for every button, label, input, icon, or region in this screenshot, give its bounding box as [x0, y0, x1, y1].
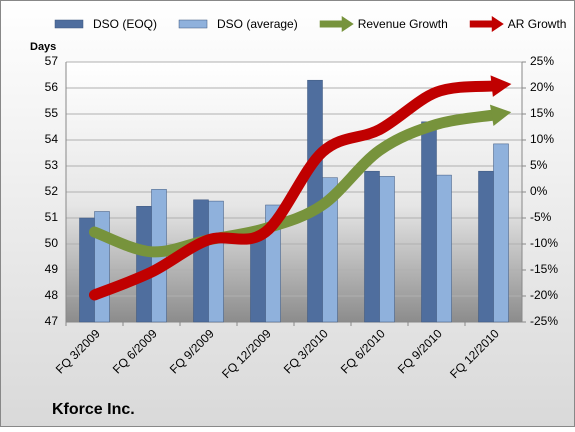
line [89, 80, 499, 301]
y2-tick-label: -5% [530, 210, 552, 224]
arrowhead [489, 104, 512, 126]
legend-arrow [491, 16, 504, 32]
y2-tick-label: -25% [530, 314, 558, 328]
bar [421, 121, 437, 323]
arrowhead [490, 75, 512, 97]
y2-tick-label: -15% [530, 262, 558, 276]
y-tick-label: 53 [45, 158, 59, 172]
y-tick-label: 54 [45, 132, 59, 146]
y2-tick-label: 0% [530, 184, 548, 198]
y-tick-label: 51 [45, 210, 59, 224]
bar [136, 206, 152, 323]
y2-tick-label: -10% [530, 236, 558, 250]
legend-label: DSO (EOQ) [93, 17, 157, 31]
legend: DSO (EOQ) DSO (average) Revenue Growth AR G… [54, 16, 567, 32]
bar [193, 199, 209, 323]
legend-arrow [341, 16, 354, 32]
footer: Kforce Inc. [52, 401, 135, 418]
y-tick-label: 49 [45, 262, 59, 276]
y-tick-label: 52 [45, 184, 59, 198]
bar [208, 200, 224, 323]
bar [250, 233, 266, 323]
y2-tick-label: -20% [530, 288, 558, 302]
y-tick-label: 48 [45, 288, 59, 302]
y-tick-label: 55 [45, 106, 59, 120]
y2-tick-label: 10% [530, 132, 554, 146]
legend-swatch [54, 19, 84, 29]
bar [379, 176, 395, 323]
bar [322, 177, 338, 323]
line [89, 109, 499, 258]
bar [364, 170, 380, 323]
y-tick-label: 47 [45, 314, 59, 328]
legend-swatch [178, 19, 208, 29]
y2-tick-label: 15% [530, 106, 554, 120]
bar [478, 170, 494, 323]
legend-label: DSO (average) [217, 17, 298, 31]
legend-label: Revenue Growth [358, 17, 448, 31]
bar [493, 143, 509, 323]
bar [436, 174, 452, 323]
y2-tick-label: 5% [530, 158, 548, 172]
y-tick-label: 50 [45, 236, 59, 250]
y2-tick-label: 25% [530, 54, 554, 68]
y2-tick-label: 20% [530, 80, 554, 94]
y-tick-label: 57 [45, 54, 59, 68]
y-axis-label: Days [30, 41, 56, 53]
y-tick-label: 56 [45, 80, 59, 94]
legend-label: AR Growth [508, 17, 567, 31]
